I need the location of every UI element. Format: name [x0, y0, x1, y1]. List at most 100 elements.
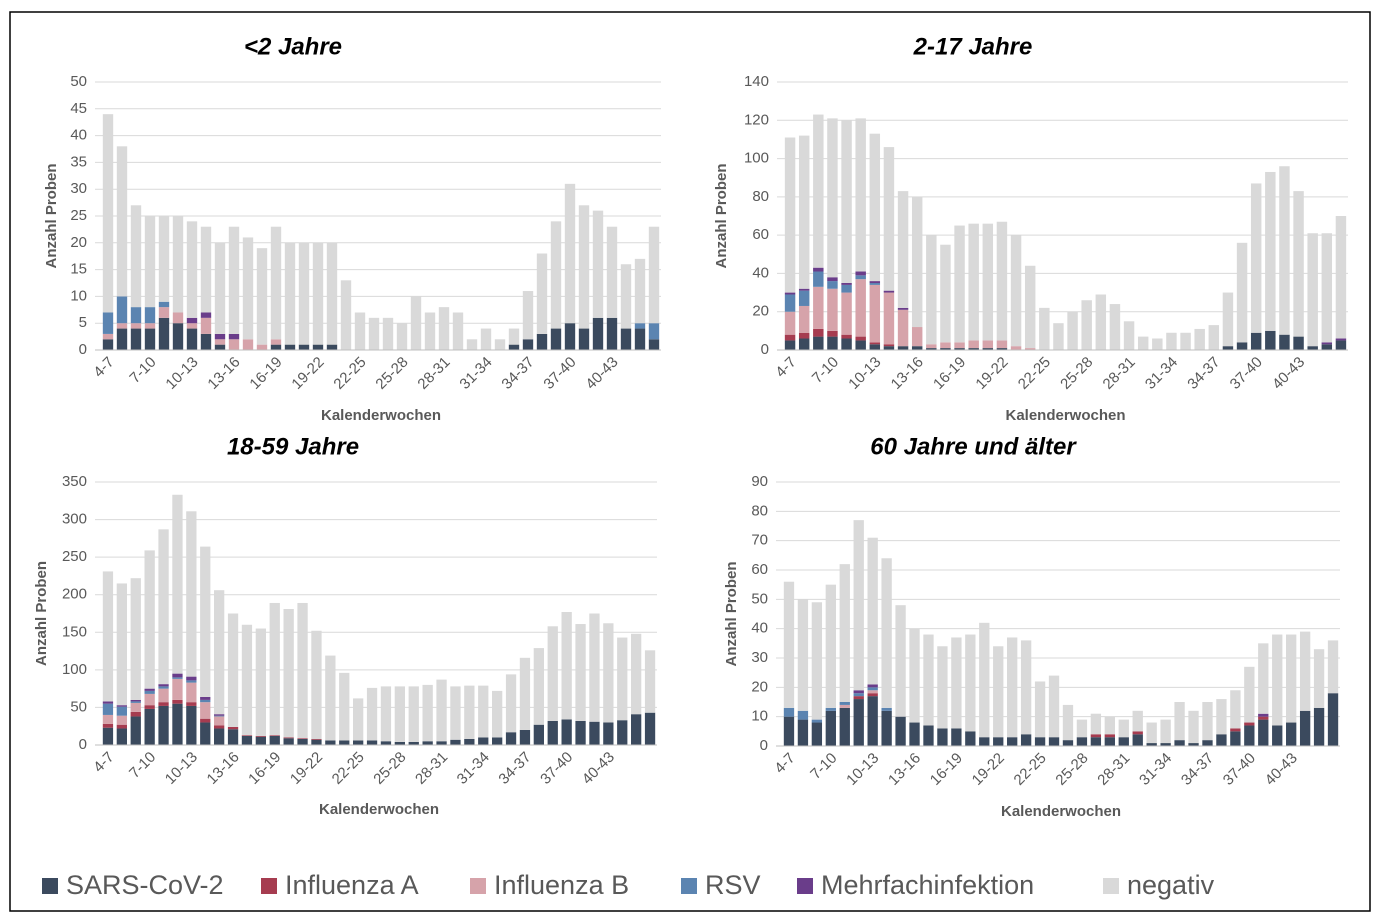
bar-segment: [102, 571, 114, 702]
bar-segment: [1039, 307, 1050, 350]
bar-segment: [326, 344, 338, 350]
bar-segment: [839, 707, 850, 746]
bar-segment: [536, 333, 548, 350]
bar-segment: [283, 738, 294, 745]
bar-segment: [1118, 737, 1129, 746]
y-tick-label: 40: [751, 620, 768, 637]
bar-segment: [841, 338, 852, 350]
bar-segment: [102, 701, 114, 704]
bar-segment: [394, 741, 405, 745]
bar-segment: [172, 673, 183, 678]
bar-segment: [1216, 734, 1227, 746]
bar-segment: [798, 332, 810, 339]
bar-segment: [547, 720, 558, 745]
bar-segment: [784, 334, 796, 341]
bar-segment: [867, 537, 878, 685]
bar-segment: [853, 690, 864, 694]
bar-segment: [839, 704, 850, 708]
bar-segment: [452, 312, 464, 350]
bar-segment: [200, 702, 211, 719]
y-tick-label: 0: [760, 737, 768, 754]
bar-segment: [311, 630, 322, 739]
bar-segment: [855, 271, 866, 276]
bar-segment: [408, 741, 419, 745]
bar-segment: [505, 674, 517, 733]
bar-segment: [965, 731, 976, 746]
legend-label: RSV: [705, 870, 761, 900]
bar-segment: [1313, 649, 1325, 708]
bar-segment: [480, 328, 492, 350]
bar-segment: [1258, 716, 1269, 720]
bar-segment: [172, 494, 183, 674]
bar-segment: [954, 348, 965, 350]
bar-segment: [522, 339, 534, 350]
bar-segment: [200, 317, 212, 334]
bar-segment: [144, 307, 156, 324]
bar-segment: [982, 340, 994, 349]
bar-segment: [1076, 719, 1088, 738]
bar-segment: [982, 223, 994, 341]
bar-segment: [1180, 332, 1191, 350]
bar-segment: [298, 242, 310, 345]
bar-segment: [172, 678, 183, 700]
bar-segment: [353, 740, 364, 745]
bar-segment: [634, 258, 646, 324]
bar-segment: [564, 183, 576, 324]
bar-segment: [578, 328, 590, 350]
bar-segment: [1104, 716, 1115, 735]
bar-segment: [648, 323, 660, 340]
bar-segment: [564, 323, 576, 350]
bar-segment: [158, 686, 169, 689]
bar-segment: [784, 311, 796, 335]
bar-segment: [1335, 338, 1347, 341]
bar-segment: [478, 737, 489, 745]
bar-segment: [1265, 171, 1276, 331]
bar-segment: [798, 290, 810, 306]
bar-segment: [214, 714, 225, 716]
bar-segment: [102, 727, 114, 745]
bar-segment: [993, 646, 1004, 738]
bar-segment: [1279, 334, 1290, 350]
bar-segment: [102, 703, 114, 715]
bar-segment: [1230, 731, 1241, 746]
bar-segment: [227, 613, 239, 727]
bar-segment: [883, 147, 895, 291]
bar-segment: [897, 191, 909, 308]
bar-segment: [1053, 323, 1064, 350]
bar-segment: [116, 724, 127, 729]
bar-segment: [603, 722, 614, 745]
bar-segment: [827, 330, 838, 337]
y-tick-label: 120: [744, 111, 769, 128]
bar-segment: [536, 253, 548, 334]
y-tick-label: 20: [752, 303, 769, 320]
bar-segment: [825, 710, 836, 746]
bar-segment: [380, 686, 392, 742]
bar-segment: [867, 684, 878, 688]
bar-segment: [1188, 743, 1199, 746]
bar-segment: [1321, 342, 1333, 345]
y-tick-label: 25: [70, 207, 87, 224]
bar-segment: [339, 672, 350, 741]
bar-segment: [325, 740, 336, 745]
bar-segment: [116, 328, 128, 350]
bar-segment: [340, 280, 352, 350]
chart-title: <2 Jahre: [244, 33, 342, 60]
bar-segment: [996, 348, 1008, 350]
bar-segment: [617, 720, 628, 745]
bar-segment: [1174, 702, 1185, 741]
bar-segment: [297, 602, 308, 739]
bar-segment: [923, 725, 934, 746]
y-tick-label: 40: [752, 264, 769, 281]
bar-segment: [1174, 740, 1185, 746]
legend-label: SARS-CoV-2: [66, 870, 224, 900]
bar-segment: [116, 583, 127, 706]
bar-segment: [784, 340, 796, 350]
bar-segment: [883, 346, 895, 350]
bar-segment: [841, 292, 852, 335]
bar-segment: [897, 307, 909, 310]
bar-segment: [589, 613, 600, 722]
bar-segment: [606, 317, 618, 350]
bar-segment: [1090, 734, 1102, 738]
bar-segment: [1152, 338, 1163, 350]
